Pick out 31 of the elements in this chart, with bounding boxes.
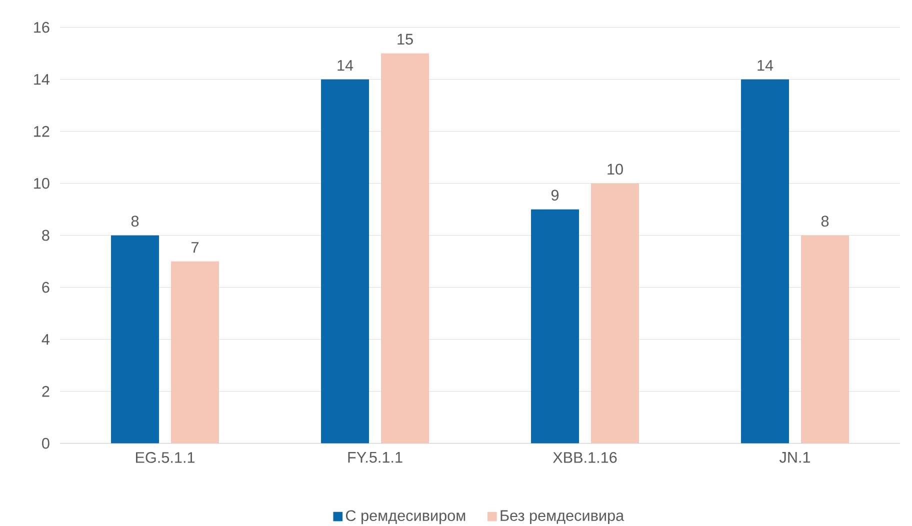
data-label: 10	[608, 164, 623, 175]
y-tick-label: 4	[42, 334, 50, 345]
data-label: 8	[131, 216, 139, 227]
bar	[171, 261, 220, 444]
legend-label: С ремдесивиром	[346, 510, 466, 524]
y-tick-label: 6	[42, 282, 50, 293]
data-label: 14	[338, 60, 354, 71]
y-tick-label: 0	[42, 438, 50, 449]
y-tick-label: 8	[42, 230, 50, 241]
bar	[531, 209, 580, 444]
y-tick-label: 2	[42, 386, 50, 397]
x-tick-label: EG.5.1.1	[136, 452, 195, 463]
legend-label: Без ремдесивира	[500, 510, 624, 524]
bar	[111, 235, 160, 444]
data-label: 7	[192, 242, 198, 253]
data-label: 14	[758, 60, 774, 71]
x-tick-label: FY.5.1.1	[348, 452, 402, 463]
x-tick-label: JN.1	[779, 452, 810, 463]
bar	[801, 235, 850, 444]
y-tick-label: 10	[34, 178, 50, 189]
bar	[591, 183, 640, 444]
data-label: 15	[398, 34, 413, 45]
data-label: 9	[551, 190, 559, 201]
data-label: 8	[821, 216, 829, 227]
bar	[381, 53, 430, 444]
bar	[321, 79, 370, 444]
x-tick-label: XBB.1.16	[552, 452, 617, 463]
bar	[741, 79, 790, 444]
y-tick-label: 12	[34, 126, 50, 137]
y-tick-label: 16	[34, 22, 50, 33]
y-tick-label: 14	[34, 74, 50, 85]
